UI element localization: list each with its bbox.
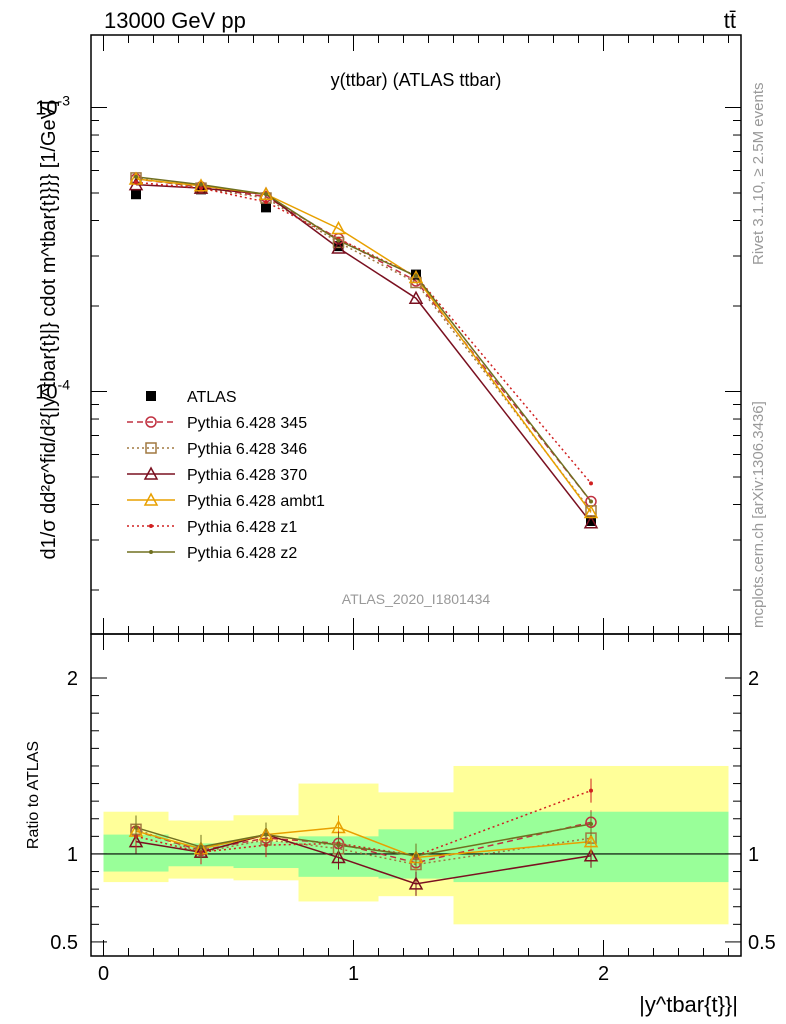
x-tick-label: 0 [98, 963, 109, 985]
legend: ATLAS Pythia 6.428 345 Pythia 6.428 346 Pyt… [127, 389, 325, 562]
ratio-y-tick-label-right: 2 [748, 668, 759, 690]
data-point [134, 174, 138, 179]
ratio-series-line [135, 826, 592, 859]
data-point [193, 178, 209, 192]
ratio-series-markers [128, 778, 599, 896]
ratio-y-tick-label: 2 [67, 668, 78, 690]
series-line [135, 178, 592, 513]
ratio-y-tick-label: 1 [67, 844, 78, 866]
legend-label: Pythia 6.428 z2 [187, 545, 297, 562]
ratio-point [264, 832, 268, 837]
data-point [261, 202, 271, 213]
x-tick-label: 1 [348, 963, 359, 985]
data-point [134, 180, 138, 185]
ratio-point [583, 834, 599, 848]
ratio-series-line [135, 833, 592, 885]
series-line [135, 183, 592, 524]
legend-label: Pythia 6.428 z1 [187, 519, 297, 536]
ratio-panel: 0.5 0.5 1 1 2 2 0 1 2 Ratio to ATLAS |y^tbar{t}}… [25, 633, 776, 1017]
data-point [408, 269, 424, 284]
data-point [199, 186, 203, 191]
legend-label: Pythia 6.428 345 [187, 415, 307, 432]
data-point [333, 241, 344, 252]
main-y-axis-label: d1/σ dd²σ^fid/d²{|y^tbar{t}|} cdot m^tba… [38, 100, 60, 559]
ratio-y-tick-label-right: 1 [748, 844, 759, 866]
energy-label: 13000 GeV pp [104, 8, 246, 33]
legend-marker [146, 391, 156, 401]
data-point [331, 240, 346, 254]
analysis-watermark: ATLAS_2020_I1801434 [342, 591, 491, 607]
data-point [131, 189, 141, 200]
main-ticks: 10-410-3 [35, 35, 741, 634]
data-point [583, 504, 599, 519]
legend-marker [143, 492, 159, 506]
data-point [193, 180, 209, 194]
main-series-lines [135, 176, 592, 524]
x-tick-label: 2 [598, 963, 609, 985]
ratio-point [414, 853, 418, 858]
main-series-markers [128, 171, 599, 529]
data-point [408, 290, 424, 304]
legend-marker [145, 442, 157, 454]
ratio-y-tick-label-right: 0.5 [748, 932, 776, 954]
legend-marker [149, 524, 153, 528]
data-point [336, 238, 341, 243]
data-point [199, 182, 203, 187]
data-point [258, 186, 274, 200]
ratio-point [408, 876, 424, 890]
legend-label: Pythia 6.428 346 [187, 441, 307, 458]
main-title: y(ttbar) (ATLAS ttbar) [331, 70, 502, 90]
series-line [135, 176, 592, 502]
ratio-point [134, 825, 138, 830]
data-point [586, 515, 596, 526]
ratio-series-line [135, 821, 592, 864]
ratio-y-tick-label: 0.5 [50, 932, 78, 954]
ratio-series-lines [135, 789, 592, 885]
legend-marker [149, 550, 153, 554]
ratio-series-line [135, 823, 592, 857]
data-point [414, 274, 418, 279]
x-axis-label: |y^tbar{t}}| [639, 992, 738, 1017]
data-point [589, 481, 593, 486]
ratio-y-axis-label: Ratio to ATLAS [25, 741, 42, 849]
y-tick-label-exp: -4 [58, 376, 71, 392]
process-label: tt̄ [724, 8, 736, 33]
ratio-point [336, 843, 341, 848]
legend-label: ATLAS [187, 389, 237, 406]
legend-label: Pythia 6.428 ambt1 [187, 493, 325, 510]
rivet-label: Rivet 3.1.10, ≥ 2.5M events [750, 83, 767, 266]
series-line [135, 177, 592, 512]
data-point [264, 192, 268, 197]
legend-marker [143, 466, 159, 480]
y-tick-label-exp: -3 [58, 92, 71, 108]
legend-label: Pythia 6.428 370 [187, 467, 307, 484]
data-point [583, 515, 599, 529]
series-line [135, 181, 592, 484]
data-point [589, 499, 593, 504]
mcplots-label: mcplots.cern.ch [arXiv:1306.3436] [750, 401, 767, 628]
legend-marker [145, 416, 157, 428]
ratio-point [589, 788, 593, 793]
ratio-frame [90, 633, 742, 957]
ratio-point [331, 849, 346, 864]
ratio-point [589, 822, 593, 827]
ratio-point [199, 844, 203, 849]
ratio-series-line [135, 789, 592, 857]
ratio-point [583, 848, 599, 862]
main-panel: 10-410-3 y(ttbar) (ATLAS ttbar) ATLAS_20… [35, 34, 742, 635]
data-point [331, 220, 346, 235]
ratio-series-line [135, 828, 592, 866]
data-point [264, 199, 268, 204]
